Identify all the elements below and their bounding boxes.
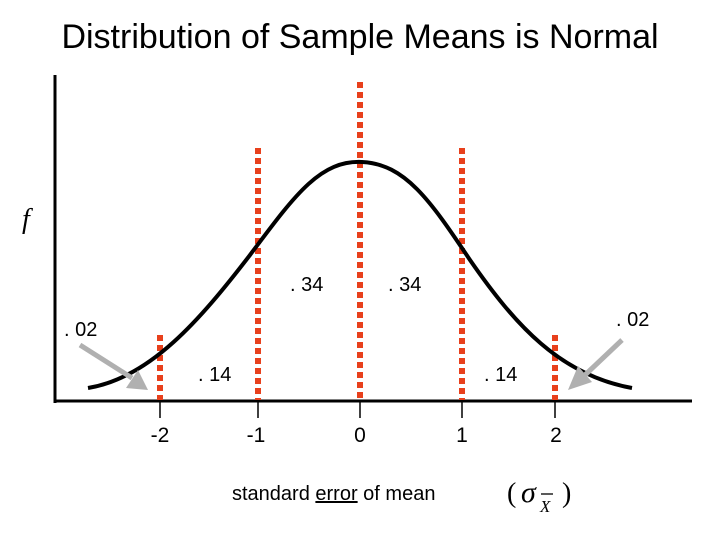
tick-label: 1: [456, 424, 468, 447]
symbol-sub-x: X: [539, 497, 551, 516]
left-arrow-shaft: [78, 342, 134, 381]
symbol-sigma: σ: [521, 476, 537, 509]
region-label-right-tail: . 02: [616, 309, 649, 331]
x-axis-label-underlined: error: [315, 483, 358, 505]
left-arrow-head: [126, 370, 148, 390]
tick-label: 2: [550, 424, 562, 447]
y-axis-label: f: [22, 204, 33, 235]
region-label-left-middle: . 14: [198, 364, 231, 386]
symbol-open-paren: (: [507, 478, 516, 509]
tick-label: -2: [151, 424, 170, 447]
sigma-xbar-symbol: ( σ X ): [507, 476, 571, 516]
region-label-right-inner: . 34: [388, 274, 421, 296]
tick-label: -1: [247, 424, 266, 447]
bell-curve: [87, 159, 633, 390]
tick-label: 0: [354, 424, 366, 447]
right-arrow-shaft: [583, 338, 624, 377]
x-axis-label-prefix: standard: [232, 483, 315, 505]
region-label-left-tail: . 02: [64, 319, 97, 341]
right-arrow-head: [568, 366, 592, 390]
region-label-right-middle: . 14: [484, 364, 517, 386]
symbol-close-paren: ): [562, 478, 571, 509]
tail-arrows: [78, 338, 624, 390]
region-label-left-inner: . 34: [290, 274, 323, 296]
x-axis-label-suffix: of mean: [358, 483, 436, 505]
page-title: Distribution of Sample Means is Normal: [61, 18, 659, 56]
x-axis-label: standard error of mean: [232, 483, 435, 505]
sd-lines: [157, 82, 558, 400]
x-ticks: [159, 401, 556, 418]
